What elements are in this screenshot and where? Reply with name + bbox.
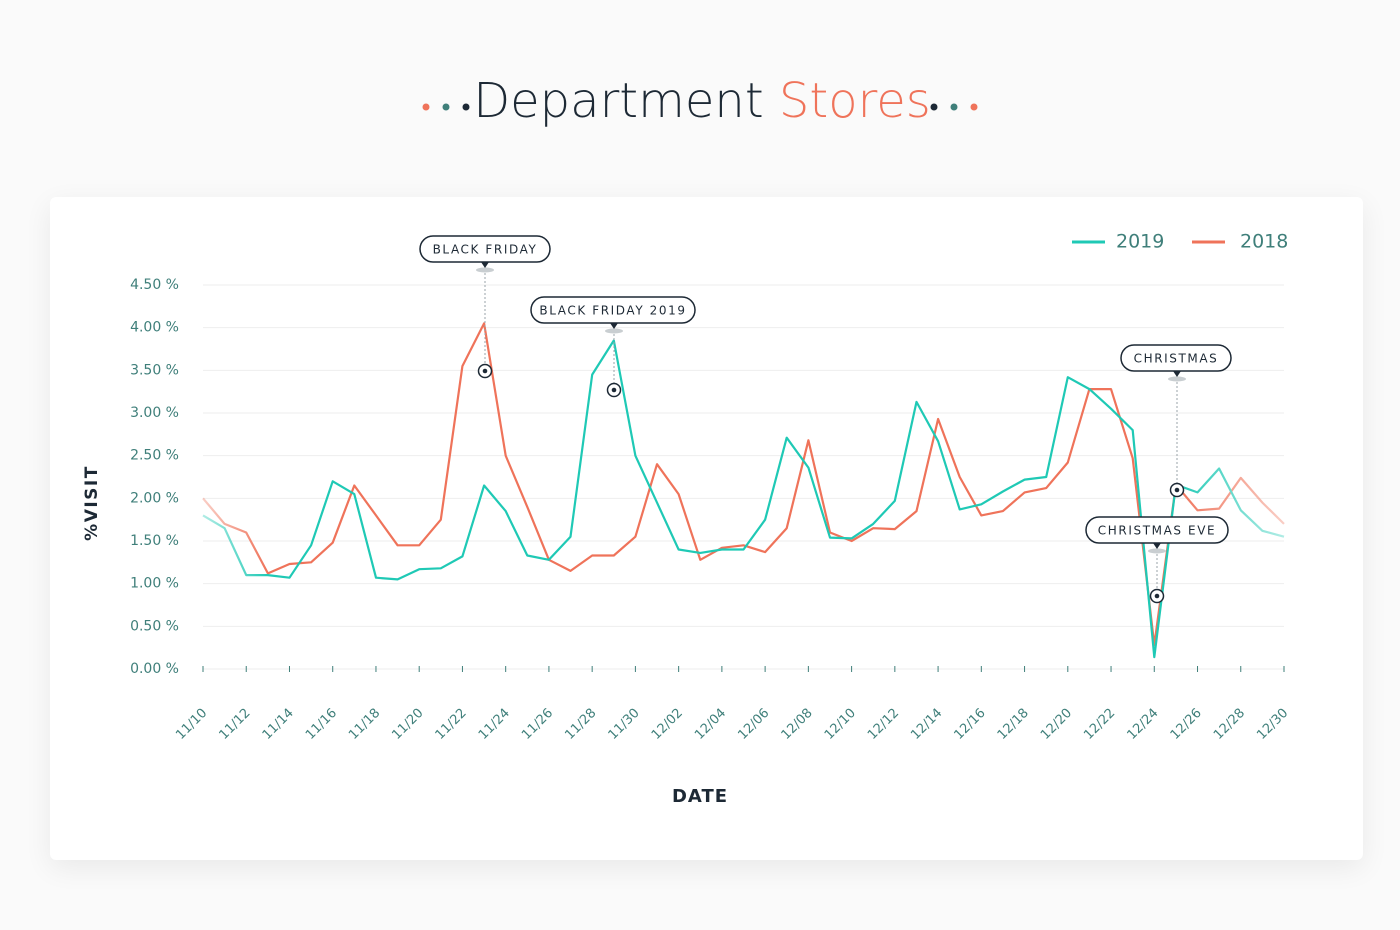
x-tick-label: 12/24 [1124, 706, 1161, 743]
title-main: Department [473, 73, 763, 129]
annotation: BLACK FRIDAY [419, 235, 551, 379]
y-tick-label: 4.50 % [130, 277, 179, 293]
x-tick-label: 12/12 [865, 706, 902, 743]
x-tick-label: 11/24 [476, 706, 513, 743]
annotation-pointer [1173, 371, 1181, 377]
x-tick-label: 12/20 [1038, 706, 1075, 743]
chart-title: Department Stores [473, 73, 931, 129]
annotation-shadow [1148, 548, 1166, 554]
x-tick-label: 12/22 [1081, 706, 1118, 743]
title-dots [422, 103, 978, 111]
series-line [202, 322, 1285, 647]
annotation-marker-dot [1154, 593, 1160, 599]
annotation-marker-dot [1174, 487, 1180, 493]
x-axis-label: DATE [672, 786, 728, 807]
x-tick-label: 12/08 [779, 706, 816, 743]
x-tick-label: 12/18 [995, 706, 1032, 743]
annotation-pointer [1153, 543, 1161, 549]
x-tick-label: 12/06 [735, 706, 772, 743]
annotation-marker-dot [482, 368, 488, 374]
x-tick-label: 12/26 [1168, 706, 1205, 743]
x-tick-label: 11/18 [346, 706, 383, 743]
x-tick-label: 11/20 [389, 706, 426, 743]
x-tick-label: 12/14 [908, 706, 945, 743]
annotation-text: CHRISTMAS [1134, 352, 1219, 366]
x-tick-label: 12/02 [649, 706, 686, 743]
x-tick-label: 12/16 [952, 706, 989, 743]
annotation: CHRISTMAS [1120, 344, 1232, 498]
y-tick-label: 2.50 % [130, 448, 179, 464]
y-tick-label: 0.00 % [130, 661, 179, 677]
x-tick-label: 11/22 [433, 706, 470, 743]
annotation-shadow [1168, 376, 1186, 382]
lines [202, 322, 1285, 659]
annotation-shadow [605, 328, 623, 334]
x-tick-label: 11/30 [606, 706, 643, 743]
title-highlight: Stores [779, 73, 931, 129]
annotation-pointer [481, 262, 489, 268]
annotation: CHRISTMAS EVE [1085, 516, 1229, 604]
annotation-text: CHRISTMAS EVE [1098, 524, 1216, 538]
y-tick-label: 4.00 % [130, 320, 179, 336]
annotation-marker-dot [611, 387, 617, 393]
x-tick-label: 11/26 [519, 706, 556, 743]
x-tick-label: 11/28 [562, 706, 599, 743]
x-tick-label: 12/28 [1211, 706, 1248, 743]
x-tick-label: 12/30 [1254, 706, 1291, 743]
legend-label: 2018 [1240, 231, 1288, 253]
legend-label: 2019 [1116, 231, 1164, 253]
y-axis-label: %VISIT [82, 465, 102, 541]
y-tick-label: 1.00 % [130, 576, 179, 592]
annotation-text: BLACK FRIDAY [433, 243, 538, 257]
y-tick-label: 3.50 % [130, 362, 179, 378]
x-tick-label: 11/16 [303, 706, 340, 743]
annotation-shadow [476, 267, 494, 273]
annotation: BLACK FRIDAY 2019 [530, 296, 696, 398]
y-tick-label: 3.00 % [130, 405, 179, 421]
series-line [202, 339, 1285, 659]
y-tick-label: 2.00 % [130, 490, 179, 506]
annotation-text: BLACK FRIDAY 2019 [539, 304, 686, 318]
x-tick-label: 12/04 [692, 706, 729, 743]
x-tick-label: 11/12 [216, 706, 253, 743]
x-tick-label: 12/10 [822, 706, 859, 743]
x-tick-label: 11/10 [173, 706, 210, 743]
y-tick-label: 0.50 % [130, 618, 179, 634]
x-tick-label: 11/14 [260, 706, 297, 743]
y-tick-label: 1.50 % [130, 533, 179, 549]
annotation-pointer [610, 323, 618, 329]
